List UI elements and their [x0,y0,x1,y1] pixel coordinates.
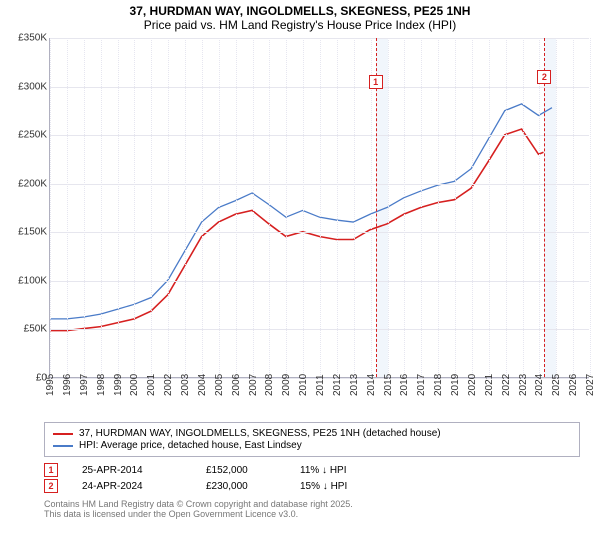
x-tick-label: 2007 [248,374,259,396]
x-tick-label: 2024 [534,374,545,396]
footer-line2: This data is licensed under the Open Gov… [44,509,580,519]
x-tick-label: 2005 [214,374,225,396]
x-tick-label: 2015 [383,374,394,396]
y-tick-label: £350K [18,33,47,44]
sale-date: 24-APR-2024 [82,481,182,492]
y-tick-label: £300K [18,81,47,92]
x-tick-label: 1996 [62,374,73,396]
sale-price: £230,000 [206,481,276,492]
x-tick-label: 2023 [518,374,529,396]
x-tick-label: 2000 [129,374,140,396]
x-tick-label: 2008 [264,374,275,396]
sale-marker: 2 [44,479,58,493]
x-tick-label: 2025 [551,374,562,396]
x-tick-label: 2006 [231,374,242,396]
chart-marker: 2 [537,70,551,84]
legend-label: 37, HURDMAN WAY, INGOLDMELLS, SKEGNESS, … [79,428,441,439]
y-tick-label: £150K [18,227,47,238]
x-tick-label: 2010 [298,374,309,396]
x-tick-label: 1997 [79,374,90,396]
chart: £0£50K£100K£150K£200K£250K£300K£350K 12 … [5,38,595,418]
x-tick-label: 2001 [146,374,157,396]
y-tick-label: £50K [24,324,47,335]
y-tick-label: £200K [18,178,47,189]
y-axis: £0£50K£100K£150K£200K£250K£300K£350K [5,38,49,418]
page-title-line2: Price paid vs. HM Land Registry's House … [0,18,600,32]
sale-pct: 15% ↓ HPI [300,481,390,492]
footer: Contains HM Land Registry data © Crown c… [44,499,580,519]
x-tick-label: 2013 [349,374,360,396]
sale-price: £152,000 [206,465,276,476]
series-property [50,129,543,331]
x-tick-label: 2020 [467,374,478,396]
x-tick-label: 2018 [433,374,444,396]
plot-area: 12 [49,38,589,378]
legend-label: HPI: Average price, detached house, East… [79,440,302,451]
x-tick-label: 2026 [568,374,579,396]
x-tick-label: 2004 [197,374,208,396]
x-tick-label: 1995 [45,374,56,396]
legend-row: 37, HURDMAN WAY, INGOLDMELLS, SKEGNESS, … [53,428,571,439]
x-tick-label: 2017 [416,374,427,396]
y-tick-label: £250K [18,130,47,141]
sale-date: 25-APR-2014 [82,465,182,476]
footer-line1: Contains HM Land Registry data © Crown c… [44,499,580,509]
legend: 37, HURDMAN WAY, INGOLDMELLS, SKEGNESS, … [44,422,580,457]
x-tick-label: 2016 [399,374,410,396]
x-tick-label: 1999 [113,374,124,396]
page-title-line1: 37, HURDMAN WAY, INGOLDMELLS, SKEGNESS, … [0,4,600,18]
series-hpi [50,104,552,319]
x-tick-label: 2014 [366,374,377,396]
sales-table: 1 25-APR-2014 £152,000 11% ↓ HPI 2 24-APR-202… [44,463,580,493]
x-axis: 1995199619971998199920002001200220032004… [49,378,589,418]
legend-row: HPI: Average price, detached house, East… [53,440,571,451]
legend-swatch [53,445,73,447]
x-tick-label: 2021 [484,374,495,396]
x-tick-label: 2009 [281,374,292,396]
sale-row: 2 24-APR-2024 £230,000 15% ↓ HPI [44,479,580,493]
x-tick-label: 2011 [315,374,326,396]
sale-row: 1 25-APR-2014 £152,000 11% ↓ HPI [44,463,580,477]
sale-pct: 11% ↓ HPI [300,465,390,476]
x-tick-label: 2022 [501,374,512,396]
x-tick-label: 2012 [332,374,343,396]
x-tick-label: 1998 [96,374,107,396]
x-tick-label: 2002 [163,374,174,396]
x-tick-label: 2027 [585,374,596,396]
x-tick-label: 2019 [450,374,461,396]
legend-swatch [53,433,73,435]
chart-marker: 1 [369,75,383,89]
y-tick-label: £100K [18,275,47,286]
x-tick-label: 2003 [180,374,191,396]
sale-marker: 1 [44,463,58,477]
